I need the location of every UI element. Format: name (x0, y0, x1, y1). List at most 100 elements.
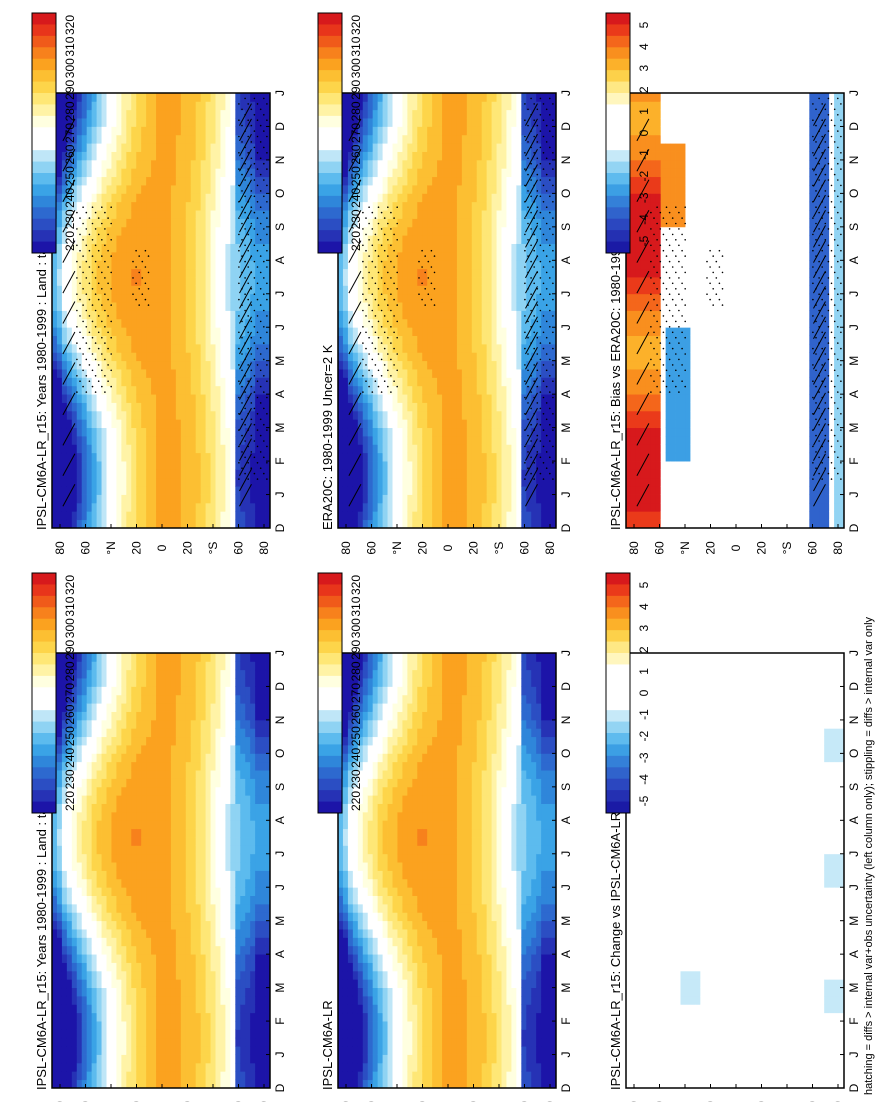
month-tick-label: M (273, 356, 287, 366)
heatmap-cell (230, 694, 236, 704)
heatmap-cell (151, 143, 157, 152)
heatmap-cell (156, 870, 162, 880)
heatmap-cell (265, 343, 271, 353)
heatmap-cell (121, 210, 127, 219)
heatmap-cell (86, 970, 93, 980)
heatmap-cell (91, 243, 97, 253)
heatmap-cell (131, 862, 137, 871)
heatmap-cell (161, 962, 167, 972)
heatmap-cell (170, 995, 177, 1005)
heatmap-cell (121, 903, 127, 913)
heatmap-cell (175, 1004, 182, 1014)
heatmap-cell (170, 118, 177, 127)
heatmap-cell (175, 385, 182, 395)
heatmap-cell (76, 176, 83, 186)
stipple-dot (101, 369, 103, 372)
heatmap-cell (56, 486, 63, 495)
heatmap-cell (220, 285, 226, 295)
heatmap-cell (131, 260, 137, 270)
heatmap-cell (265, 143, 271, 152)
heatmap-cell (71, 1021, 78, 1030)
heatmap-cell (230, 1054, 236, 1064)
heatmap-cell (260, 469, 266, 479)
heatmap-cell (161, 226, 167, 236)
stipple-dot (91, 255, 94, 257)
heatmap-cell (136, 870, 142, 880)
heatmap-cell (126, 745, 132, 754)
heatmap-cell (141, 277, 147, 286)
heatmap-cell (81, 310, 88, 320)
heatmap-cell (146, 678, 152, 687)
heatmap-cell (126, 360, 132, 370)
heatmap-cell (91, 828, 97, 838)
heatmap-cell (165, 1046, 172, 1055)
heatmap-cell (141, 786, 147, 796)
heatmap-cell (240, 461, 246, 470)
heatmap-cell (151, 937, 157, 947)
heatmap-cell (131, 1054, 137, 1064)
heatmap-cell (250, 159, 256, 169)
stipple-dot (256, 282, 259, 285)
heatmap-cell (81, 1079, 88, 1089)
heatmap-cell (205, 477, 211, 487)
heatmap-cell (121, 134, 127, 144)
heatmap-cell (260, 109, 266, 119)
heatmap-cell (165, 494, 172, 504)
heatmap-cell (180, 653, 187, 662)
heatmap-cell (76, 385, 83, 395)
heatmap-cell (185, 251, 192, 261)
heatmap-cell (240, 653, 246, 662)
heatmap-cell (170, 419, 177, 429)
heatmap-cell (81, 277, 88, 286)
stipple-dot (101, 239, 103, 241)
heatmap-cell (255, 929, 261, 938)
heatmap-cell (260, 444, 266, 454)
heatmap-cell (76, 778, 83, 788)
heatmap-cell (245, 686, 251, 696)
heatmap-cell (101, 318, 107, 328)
heatmap-cell (61, 870, 68, 880)
heatmap-cell (175, 394, 182, 403)
heatmap-cell (220, 1071, 226, 1081)
heatmap-cell (265, 486, 271, 495)
heatmap-cell (170, 1046, 177, 1055)
heatmap-cell (165, 218, 172, 228)
heatmap-cell (185, 954, 192, 963)
heatmap-cell (230, 786, 236, 796)
heatmap-cell (121, 469, 127, 479)
heatmap-cell (250, 285, 256, 295)
heatmap-cell (205, 786, 211, 796)
stipple-dot (101, 206, 103, 208)
heatmap-cell (91, 703, 97, 712)
heatmap-cell (76, 761, 83, 771)
heatmap-cell (86, 761, 93, 771)
heatmap-cell (161, 369, 167, 378)
heatmap-cell (106, 761, 112, 771)
stipple-dot (238, 119, 240, 121)
heatmap-cell (156, 218, 162, 228)
heatmap-cell (220, 995, 226, 1005)
heatmap-cell (86, 1037, 93, 1047)
heatmap-cell (180, 511, 187, 521)
heatmap-cell (66, 795, 73, 804)
heatmap-cell (86, 845, 93, 855)
heatmap-cell (101, 201, 107, 211)
heatmap-cell (96, 753, 102, 763)
stipple-dot (263, 342, 265, 344)
heatmap-cell (121, 277, 127, 286)
heatmap-cell (66, 151, 73, 161)
heatmap-cell (245, 251, 251, 261)
heatmap-cell (156, 511, 162, 521)
heatmap-cell (255, 1021, 261, 1030)
heatmap-cell (141, 1037, 147, 1047)
heatmap-cell (111, 410, 117, 420)
heatmap-cell (210, 93, 216, 102)
heatmap-cell (185, 870, 192, 880)
heatmap-cell (151, 201, 157, 211)
heatmap-cell (255, 251, 261, 261)
heatmap-cell (180, 987, 187, 997)
heatmap-cell (210, 251, 216, 261)
heatmap-cell (200, 494, 206, 504)
month-tick-label: D (273, 523, 287, 532)
heatmap-cell (245, 778, 251, 788)
